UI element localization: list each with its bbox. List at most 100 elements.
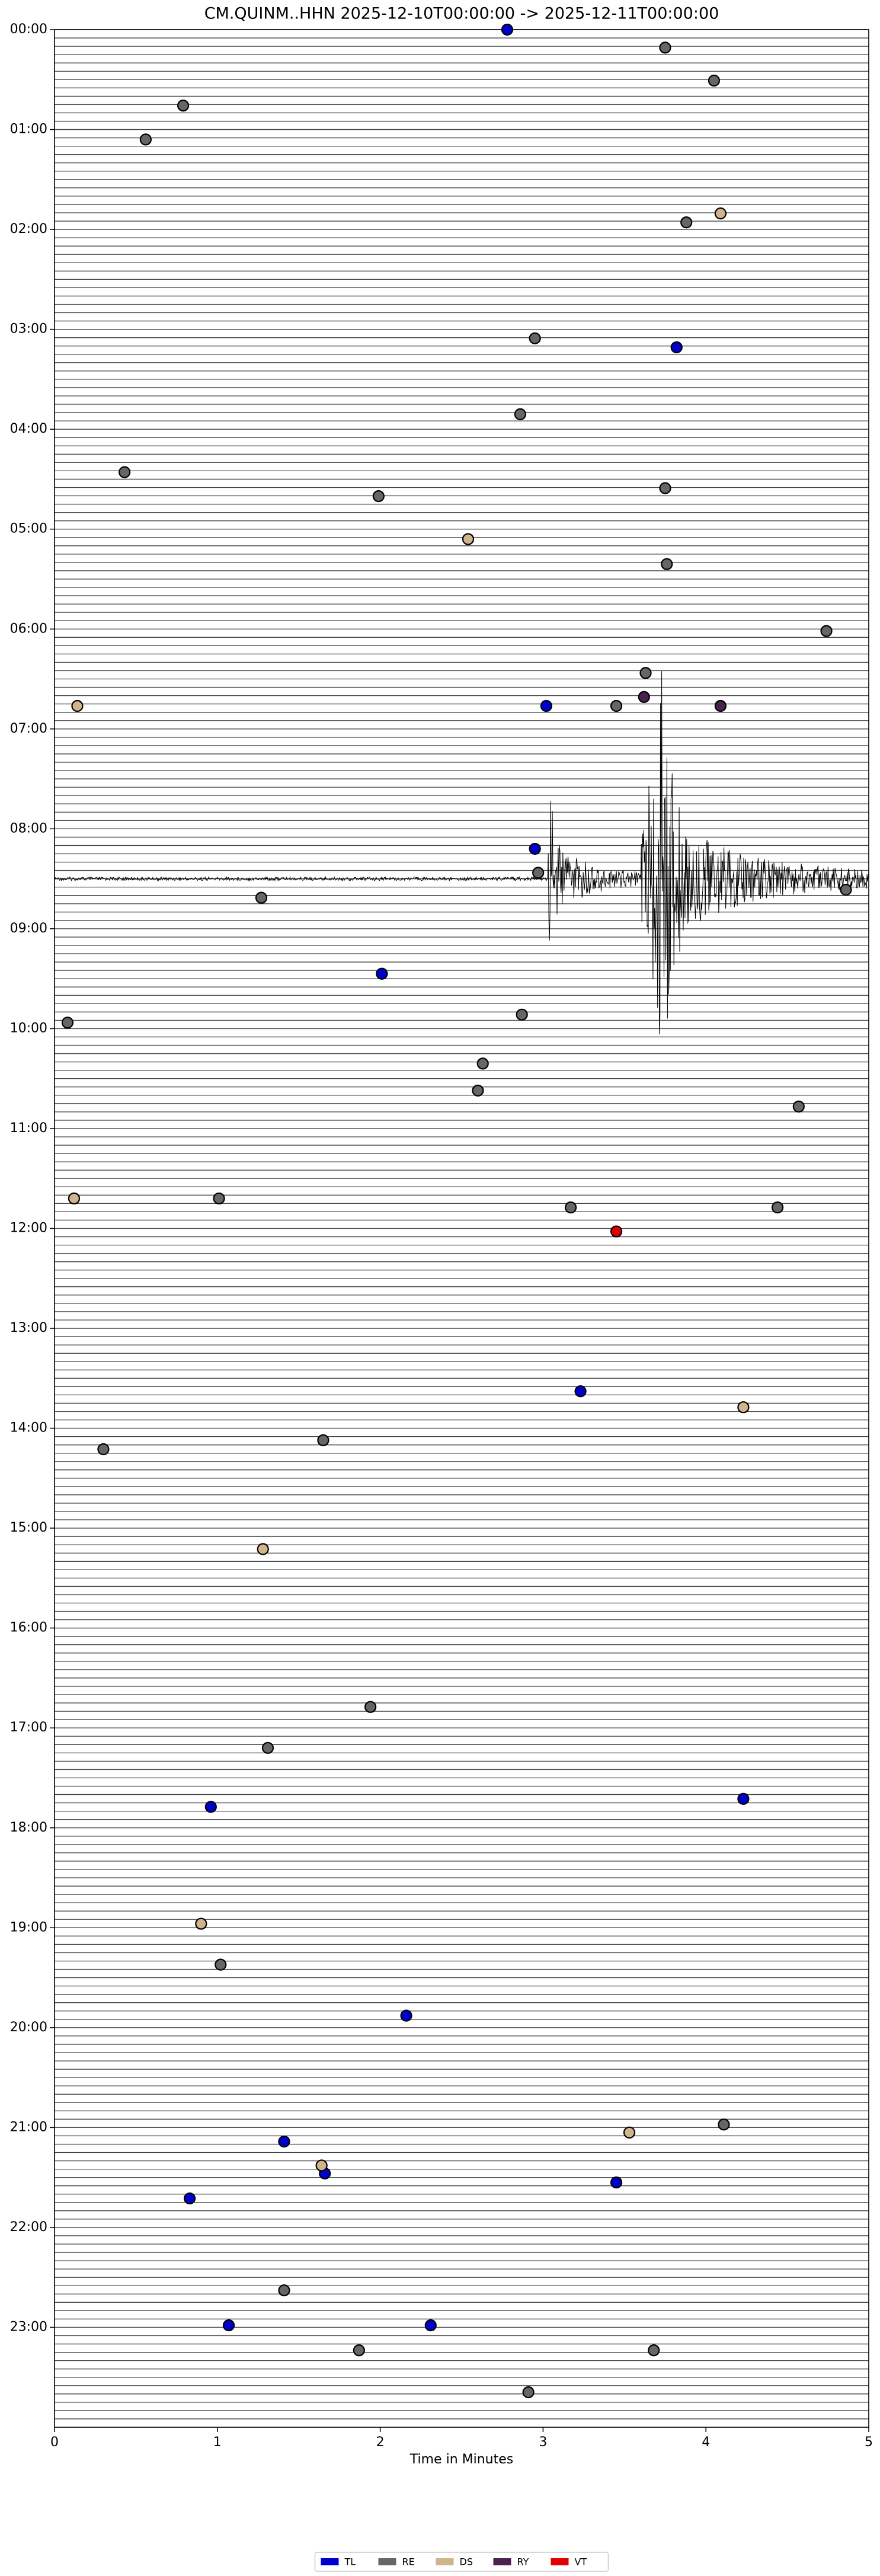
event-marker — [522, 2386, 535, 2399]
y-tick-label: 10:00 — [10, 1021, 47, 1035]
y-tick-label: 15:00 — [10, 1520, 47, 1535]
event-marker — [540, 699, 552, 712]
y-tick-label: 09:00 — [10, 921, 47, 936]
event-marker — [315, 2159, 328, 2172]
event-marker — [424, 2319, 437, 2332]
event-marker — [574, 1385, 587, 1398]
y-tick-label: 21:00 — [10, 2120, 47, 2134]
event-marker — [529, 332, 541, 344]
legend-swatch — [436, 2558, 454, 2565]
event-marker — [529, 842, 541, 855]
x-tick-label: 0 — [50, 2435, 59, 2450]
event-marker — [820, 625, 833, 637]
event-marker — [708, 74, 721, 87]
event-marker — [648, 2344, 660, 2357]
legend-label: TL — [344, 2556, 356, 2568]
event-marker — [462, 533, 475, 545]
legend-label: VT — [575, 2556, 587, 2568]
event-marker — [638, 691, 650, 703]
y-tick-label: 16:00 — [10, 1621, 47, 1635]
waveform — [54, 671, 869, 1035]
event-marker — [532, 867, 545, 879]
event-marker — [177, 99, 190, 112]
legend-frame — [314, 2552, 609, 2572]
y-tick-label: 08:00 — [10, 821, 47, 836]
event-marker — [501, 23, 514, 36]
event-marker — [257, 1543, 269, 1555]
event-marker — [514, 408, 527, 420]
y-tick-label: 02:00 — [10, 222, 47, 236]
x-axis-label: Time in Minutes — [409, 2452, 514, 2467]
y-tick-label: 06:00 — [10, 621, 47, 636]
event-marker — [372, 490, 385, 503]
event-marker — [71, 699, 84, 712]
event-marker — [353, 2344, 365, 2357]
y-tick-label: 12:00 — [10, 1221, 47, 1236]
event-marker — [714, 699, 727, 712]
legend-swatch — [551, 2558, 569, 2565]
y-tick-label: 05:00 — [10, 522, 47, 536]
event-marker — [565, 1201, 577, 1214]
event-marker — [278, 2284, 290, 2297]
event-marker — [680, 216, 693, 229]
legend-swatch — [378, 2558, 396, 2565]
event-marker — [670, 341, 683, 354]
event-marker — [476, 1057, 489, 1070]
event-marker — [472, 1084, 484, 1097]
legend-label: DS — [460, 2556, 473, 2568]
x-tick-label: 2 — [376, 2435, 385, 2450]
event-marker — [714, 207, 727, 220]
event-marker — [255, 891, 268, 904]
y-tick-label: 03:00 — [10, 322, 47, 337]
event-marker — [97, 1443, 110, 1456]
y-tick-label: 01:00 — [10, 122, 47, 137]
event-marker — [610, 1225, 623, 1238]
event-marker — [204, 1801, 217, 1813]
event-marker — [659, 41, 671, 54]
event-marker — [610, 699, 623, 712]
legend-label: RY — [517, 2556, 529, 2568]
event-marker — [737, 1401, 750, 1414]
y-tick-label: 14:00 — [10, 1421, 47, 1436]
event-marker — [119, 466, 131, 478]
y-tick-label: 17:00 — [10, 1720, 47, 1735]
chart-title: CM.QUINM..HHN 2025-12-10T00:00:00 -> 202… — [204, 5, 719, 23]
event-marker — [261, 1741, 274, 1754]
event-marker — [215, 1958, 227, 1971]
x-tick-label: 5 — [865, 2435, 873, 2450]
event-marker — [516, 1008, 528, 1021]
event-marker — [840, 884, 852, 896]
event-marker — [400, 2009, 412, 2022]
y-tick-label: 23:00 — [10, 2319, 47, 2334]
event-marker — [772, 1201, 784, 1214]
event-marker — [623, 2126, 636, 2139]
y-tick-label: 13:00 — [10, 1321, 47, 1335]
y-tick-label: 19:00 — [10, 1920, 47, 1935]
event-marker — [222, 2319, 235, 2332]
event-marker — [195, 1917, 207, 1930]
event-marker — [610, 2176, 623, 2189]
x-tick-label: 3 — [539, 2435, 547, 2450]
event-marker — [376, 967, 388, 980]
event-marker — [68, 1192, 81, 1205]
y-tick-label: 20:00 — [10, 2020, 47, 2035]
event-marker — [718, 2118, 730, 2131]
event-marker — [213, 1192, 225, 1205]
legend-swatch — [493, 2558, 511, 2565]
legend-label: RE — [402, 2556, 415, 2568]
event-marker — [278, 2135, 290, 2148]
event-marker — [659, 482, 671, 494]
y-tick-label: 04:00 — [10, 421, 47, 436]
event-marker — [183, 2192, 196, 2205]
event-marker — [317, 1434, 329, 1446]
y-tick-label: 00:00 — [10, 22, 47, 37]
event-marker — [661, 558, 673, 570]
x-tick-label: 1 — [213, 2435, 222, 2450]
y-tick-label: 18:00 — [10, 1820, 47, 1835]
event-marker — [792, 1100, 805, 1113]
event-marker — [139, 133, 152, 146]
event-marker — [61, 1017, 74, 1029]
y-tick-label: 11:00 — [10, 1121, 47, 1136]
event-marker — [639, 667, 652, 679]
